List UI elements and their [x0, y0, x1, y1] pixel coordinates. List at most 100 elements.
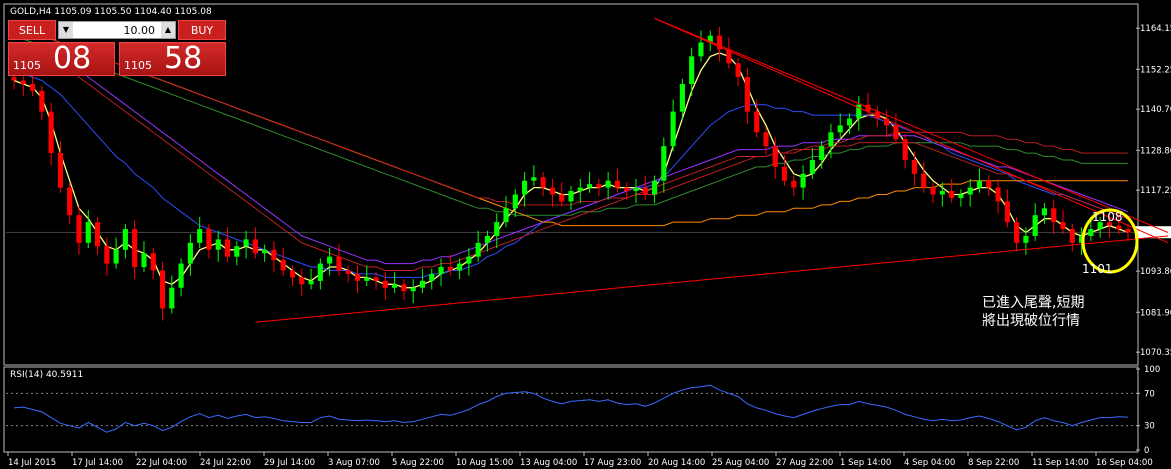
candle-body [392, 284, 398, 288]
current-price-box [1135, 226, 1171, 239]
candle-body [633, 187, 639, 192]
candle-body [670, 111, 676, 147]
candle-body [735, 63, 741, 78]
candle-body [122, 229, 128, 250]
candle-body [1097, 222, 1103, 230]
x-tick-label: 1 Sep 14:00 [840, 458, 891, 468]
rsi-series-line [13, 384, 1129, 433]
candle-body [605, 180, 611, 188]
candle-body [373, 277, 379, 281]
candle-body [587, 184, 593, 188]
candle-body [614, 180, 620, 188]
candle-body [744, 77, 750, 112]
candle-body [577, 187, 583, 192]
current-price-label: 1105.08 [1137, 228, 1171, 238]
y-tick-label: 1164.15 [1140, 24, 1171, 34]
x-tick-label: 25 Aug 04:00 [712, 458, 769, 468]
comment-line-1: 已進入尾聲,短期 [982, 294, 1084, 311]
sell-price-button[interactable]: 1105 08 [8, 41, 115, 76]
candle-body [20, 80, 26, 84]
candle-body [503, 208, 509, 223]
one-click-trade-panel: SELL ▼ ▲ BUY 1105 08 1105 58 [8, 20, 226, 76]
candle-body [429, 273, 435, 281]
candle-body [1116, 225, 1122, 230]
candle-body [1051, 208, 1057, 223]
candle-body [410, 287, 416, 292]
rsi-chart-frame [3, 366, 1139, 453]
x-tick-label: 22 Jul 04:00 [136, 458, 187, 468]
comment-line-2: 將出現破位行情 [982, 313, 1080, 329]
level-upper-label: 1108 [1092, 210, 1123, 224]
x-tick-label: 27 Aug 22:00 [776, 458, 833, 468]
candle-body [958, 194, 964, 198]
candle-body [169, 287, 175, 309]
candle-body [484, 235, 491, 243]
candle-body [949, 191, 955, 198]
candle-body [624, 187, 630, 192]
candle-body [466, 256, 472, 264]
candle-body [874, 111, 880, 119]
x-tick-label: 16 Sep 04:00 [1096, 458, 1153, 468]
rsi-tick-label: 70 [1144, 389, 1155, 399]
sell-button[interactable]: SELL [8, 20, 56, 40]
triangle-down-icon[interactable]: ▼ [59, 22, 73, 38]
candle-body [930, 187, 936, 195]
triangle-up-icon[interactable]: ▲ [161, 22, 175, 38]
candle-body [1004, 201, 1010, 223]
candle-body [976, 180, 983, 188]
candle-body [178, 263, 184, 288]
candle-body [716, 35, 723, 50]
candle-body [39, 90, 45, 112]
candle-body [540, 177, 546, 188]
candle-body [772, 146, 778, 167]
rsi-tick-label: 30 [1144, 422, 1155, 432]
y-tick-label: 1140.70 [1140, 105, 1171, 115]
candle-body [11, 77, 17, 81]
candle-body [262, 249, 268, 254]
candle-body [531, 177, 537, 181]
candle-body [1060, 222, 1066, 230]
candle-body [234, 246, 240, 257]
candle-body [327, 256, 333, 264]
x-tick-label: 3 Aug 07:00 [328, 458, 380, 468]
rsi-header: RSI(14) 40.5911 [10, 370, 83, 380]
candle-body [150, 253, 156, 271]
trend-line [255, 235, 1169, 323]
buy-button[interactable]: BUY [178, 20, 226, 40]
candle-body [1069, 229, 1075, 243]
candle-body [1041, 208, 1048, 216]
candle-body [707, 35, 713, 43]
candle-body [763, 132, 769, 147]
candle-body [986, 180, 992, 188]
candle-body [512, 194, 518, 209]
candle-body [754, 111, 760, 133]
candle-body [1014, 222, 1020, 243]
buy-price-small: 1105 [124, 59, 152, 72]
buy-price-button[interactable]: 1105 58 [119, 41, 226, 76]
candle-body [67, 187, 73, 216]
candle-body [252, 239, 258, 254]
trend-line [654, 17, 1169, 244]
candle-body [549, 187, 555, 195]
candle-body [1023, 235, 1029, 243]
candle-body [57, 153, 63, 188]
candle-body [559, 194, 565, 202]
x-tick-label: 13 Aug 04:00 [520, 458, 577, 468]
lot-size-input[interactable] [75, 22, 159, 38]
candle-body [661, 146, 667, 181]
candle-body [438, 267, 444, 274]
candle-body [679, 83, 685, 112]
candle-body [280, 260, 286, 271]
x-tick-label: 4 Sep 04:00 [904, 458, 955, 468]
moving-average-line [13, 48, 1129, 271]
candle-body [995, 187, 1001, 202]
candle-body [828, 132, 834, 147]
candle-body [791, 180, 797, 188]
candle-body [967, 187, 973, 195]
candle-body [76, 215, 82, 243]
candle-body [187, 242, 193, 264]
candle-body [902, 139, 908, 160]
candle-body [809, 159, 815, 174]
candle-body [271, 249, 277, 261]
rsi-tick-label: 100 [1144, 365, 1160, 375]
